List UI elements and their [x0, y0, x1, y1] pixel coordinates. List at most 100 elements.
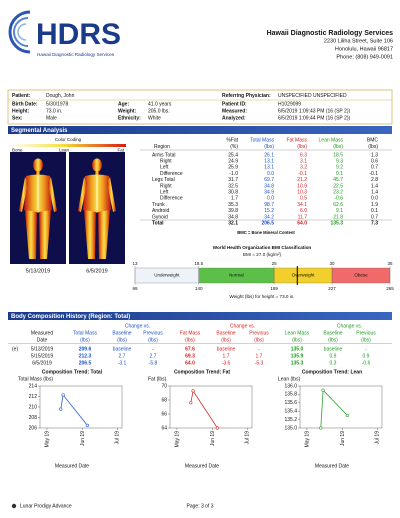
column-header: Baseline: [112, 330, 131, 336]
table-cell: baseline: [324, 346, 343, 352]
patient-value: 41.0 years: [148, 101, 172, 107]
table-cell: 30.8: [228, 190, 238, 196]
region-name: Arms Total: [152, 152, 176, 158]
x-tick-label: Jun 19: [80, 431, 86, 446]
table-cell: 6.3: [300, 152, 307, 158]
section-title: Segmental Analysis: [11, 128, 68, 134]
table-cell: 13.1: [264, 159, 274, 165]
patient-value: H1029099: [278, 101, 301, 107]
table-cell: -: [258, 346, 260, 352]
column-header: Fat Mass: [286, 137, 307, 143]
y-tick-label: 68: [161, 397, 167, 403]
y-tick-label: 64: [161, 425, 167, 431]
region-name: Gynoid: [152, 214, 168, 220]
patient-value: 6/5/2019 1:09:43 PM (16 (SP 2)): [278, 108, 351, 114]
table-cell: 206.5: [79, 360, 92, 366]
bmi-scale-label: 35: [387, 261, 393, 266]
bmi-value-label: BMI = 27.0 (kg/m²): [243, 252, 282, 257]
table-cell: 0.9: [363, 353, 370, 359]
table-cell: 21.8: [333, 214, 343, 220]
table-cell: 34.8: [264, 183, 274, 189]
patient-value: 73.0 in.: [46, 108, 62, 114]
x-tick-label: May 19: [44, 431, 50, 448]
table-cell: 1.7: [256, 353, 263, 359]
patient-label: Age:: [118, 101, 129, 107]
color-legend: Fat: [117, 148, 124, 153]
address-line: 2230 Liliha Street, Suite 106: [324, 38, 393, 44]
bmi-scale-label: 30: [330, 261, 336, 266]
patient-value: 205.0 lbs.: [148, 108, 170, 114]
table-cell: -: [365, 346, 367, 352]
table-cell: 5/15/2019: [31, 353, 53, 359]
data-point: [191, 389, 195, 393]
footer-icon: [11, 503, 17, 509]
trend-line: [190, 389, 218, 429]
table-cell: 26.1: [264, 152, 274, 158]
data-point: [319, 426, 323, 430]
table-cell: -0.6: [362, 360, 371, 366]
table-cell: 98.7: [264, 202, 274, 208]
patient-value: Dough, John: [46, 93, 75, 99]
trend-line: [320, 389, 348, 429]
logo-text: HDRS: [36, 18, 121, 51]
table-cell: 206.5: [261, 221, 274, 227]
data-point: [61, 393, 65, 397]
patient-value: 6/5/2019 1:09:44 PM (16 (SP 2)): [278, 115, 351, 121]
table-cell: 10.3: [297, 190, 307, 196]
table-cell: 34.1: [297, 202, 307, 208]
footer-page: Page: 3 of 3: [187, 503, 214, 509]
bmi-scale-label: 13: [132, 261, 138, 266]
patient-label: Patient:: [12, 93, 31, 99]
image-date: 5/13/2019: [26, 268, 50, 274]
column-unit: Date: [37, 337, 48, 343]
table-cell: 64.0: [185, 360, 195, 366]
y-tick-label: 212: [29, 394, 38, 400]
color-legend: Lean: [59, 148, 70, 153]
table-cell: 0.6: [371, 159, 378, 165]
table-cell: 0.0: [267, 196, 274, 202]
table-cell: 35.3: [228, 202, 238, 208]
y-tick-label: 208: [29, 415, 38, 421]
y-axis-label: Total Mass (lbs): [18, 376, 53, 382]
column-unit: (lbs): [117, 337, 127, 343]
data-point: [189, 401, 193, 405]
table-cell: 2.7: [119, 353, 126, 359]
column-unit: (lbs): [148, 337, 158, 343]
patient-label: Ethnicity:: [118, 115, 141, 121]
table-cell: 1.7: [223, 353, 230, 359]
x-tick-label: Jul 19: [245, 431, 251, 445]
column-header: Previous: [249, 330, 269, 336]
weight-label: 189: [270, 286, 278, 291]
bmi-scale-label: 18.5: [194, 261, 203, 266]
color-legend: Bone: [12, 148, 23, 153]
x-axis-label: Measured Date: [55, 463, 89, 469]
table-cell: 0.0: [371, 196, 378, 202]
table-cell: 34.2: [264, 214, 274, 220]
x-tick-label: May 19: [174, 431, 180, 448]
region-name: Trunk: [152, 202, 165, 208]
table-cell: baseline: [217, 346, 236, 352]
y-axis-label: Fat (lbs): [148, 376, 167, 382]
column-header: Baseline: [323, 330, 342, 336]
weight-label: 140: [195, 286, 203, 291]
column-unit: (lbs): [297, 144, 307, 150]
table-cell: 135.9: [291, 353, 304, 359]
region-name: Difference: [160, 171, 183, 177]
y-tick-label: 210: [29, 404, 38, 410]
x-tick-label: Jun 19: [340, 431, 346, 446]
table-cell: 1.3: [371, 152, 378, 158]
column-unit: (lbs): [254, 337, 264, 343]
table-cell: 135.3: [291, 360, 304, 366]
y-tick-label: 135.8: [284, 392, 297, 398]
table-cell: 34.8: [228, 214, 238, 220]
data-point: [345, 413, 349, 418]
company-name: Hawaii Diagnostic Radiology Services: [267, 30, 394, 37]
region-name: Right: [160, 159, 172, 165]
image-date: 6/5/2019: [86, 268, 107, 274]
table-cell: 9.2: [336, 165, 343, 171]
patient-label: Sex:: [12, 115, 23, 121]
column-unit: (lbs): [185, 337, 195, 343]
table-cell: 3.1: [300, 159, 307, 165]
column-header: Baseline: [216, 330, 235, 336]
